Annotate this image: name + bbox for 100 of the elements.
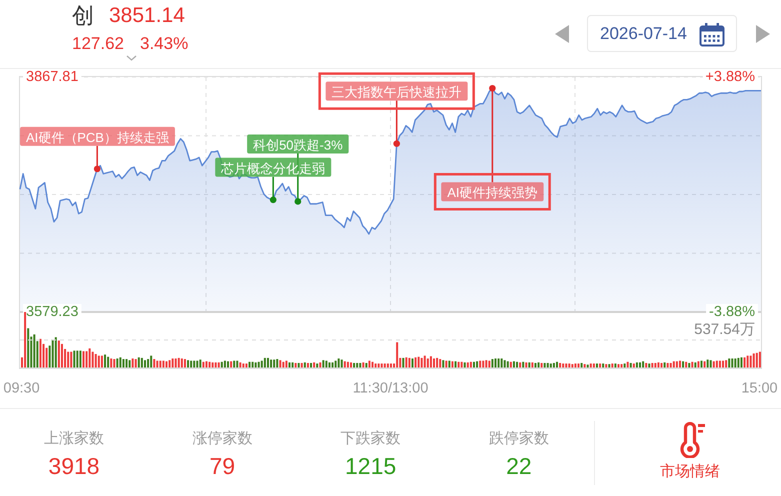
bar <box>94 354 97 368</box>
bar <box>260 360 263 368</box>
bar <box>150 356 152 368</box>
bar <box>322 360 324 368</box>
text: 下跌家数 <box>340 430 401 447</box>
bar <box>448 360 450 368</box>
bar <box>147 359 150 368</box>
bar <box>79 350 82 368</box>
bar <box>122 359 124 368</box>
bar <box>104 354 106 368</box>
bar <box>605 364 608 368</box>
bar <box>258 362 260 368</box>
bar <box>494 358 496 368</box>
bar <box>752 353 755 368</box>
bar <box>172 358 174 368</box>
bar <box>174 358 177 368</box>
bar <box>734 358 736 368</box>
text: 创 <box>72 3 94 28</box>
bar <box>306 362 309 368</box>
bar <box>128 360 131 368</box>
bar <box>190 360 192 368</box>
bar <box>630 362 632 368</box>
bar <box>670 362 672 368</box>
bar <box>710 360 712 368</box>
text: 1215 <box>345 453 396 479</box>
bar <box>617 364 620 368</box>
text: 涨停家数 <box>192 430 252 447</box>
text: 22 <box>506 453 532 479</box>
date-field: 2026-07-14 <box>587 15 737 52</box>
bar <box>516 362 518 368</box>
bar <box>180 358 183 368</box>
bar <box>353 362 356 368</box>
bar <box>678 360 681 368</box>
bar <box>224 360 226 368</box>
text: 跌停家数 <box>488 430 549 447</box>
bar <box>580 362 583 368</box>
bar <box>716 360 718 368</box>
text: 上涨家数 <box>44 430 104 447</box>
bar <box>88 348 91 368</box>
bar <box>58 340 60 368</box>
bar <box>202 362 204 368</box>
bar <box>285 360 288 368</box>
bar <box>472 362 475 368</box>
bar <box>196 360 198 368</box>
bar <box>372 362 374 368</box>
bar <box>426 358 429 368</box>
bar <box>266 358 269 368</box>
bar <box>184 359 186 368</box>
bar <box>691 362 694 368</box>
bar <box>298 362 300 368</box>
bar <box>540 362 543 368</box>
x-tick-label: 09:30 <box>3 380 40 396</box>
bar <box>208 362 211 368</box>
bar <box>325 360 328 368</box>
bar <box>479 360 482 368</box>
bar <box>728 358 730 368</box>
bar <box>132 358 134 368</box>
bar <box>546 362 549 368</box>
bar <box>424 356 426 368</box>
bar <box>116 358 118 368</box>
bar <box>706 360 709 368</box>
bar <box>356 362 358 368</box>
bar <box>33 334 36 368</box>
bar <box>491 359 494 368</box>
bar <box>500 358 503 368</box>
bar <box>168 360 171 368</box>
bar <box>310 362 312 368</box>
bar <box>264 358 266 368</box>
bar <box>67 352 70 368</box>
bar <box>510 362 512 368</box>
bar <box>279 360 282 368</box>
bar <box>460 362 463 368</box>
bar <box>482 360 484 368</box>
bar <box>571 364 574 368</box>
bar <box>273 360 276 368</box>
bar <box>359 362 362 368</box>
text: 3918 <box>48 453 100 479</box>
bar <box>700 360 703 368</box>
bar <box>193 360 196 368</box>
bar <box>60 344 63 368</box>
bar <box>620 364 623 368</box>
bar <box>418 356 420 368</box>
bar <box>92 352 94 368</box>
bar <box>746 356 749 368</box>
bar <box>346 362 349 368</box>
bar <box>552 362 555 368</box>
bar <box>233 360 236 368</box>
bar <box>70 352 72 368</box>
bar <box>522 362 524 368</box>
bar <box>199 360 202 368</box>
bar <box>140 358 143 368</box>
bar <box>368 360 370 368</box>
bar <box>725 360 728 368</box>
bar <box>485 360 488 368</box>
bar <box>744 357 746 368</box>
bar <box>405 357 408 368</box>
bar <box>402 358 404 368</box>
bar <box>159 360 162 368</box>
text: 市场情绪 <box>660 463 720 480</box>
bar <box>608 364 610 368</box>
